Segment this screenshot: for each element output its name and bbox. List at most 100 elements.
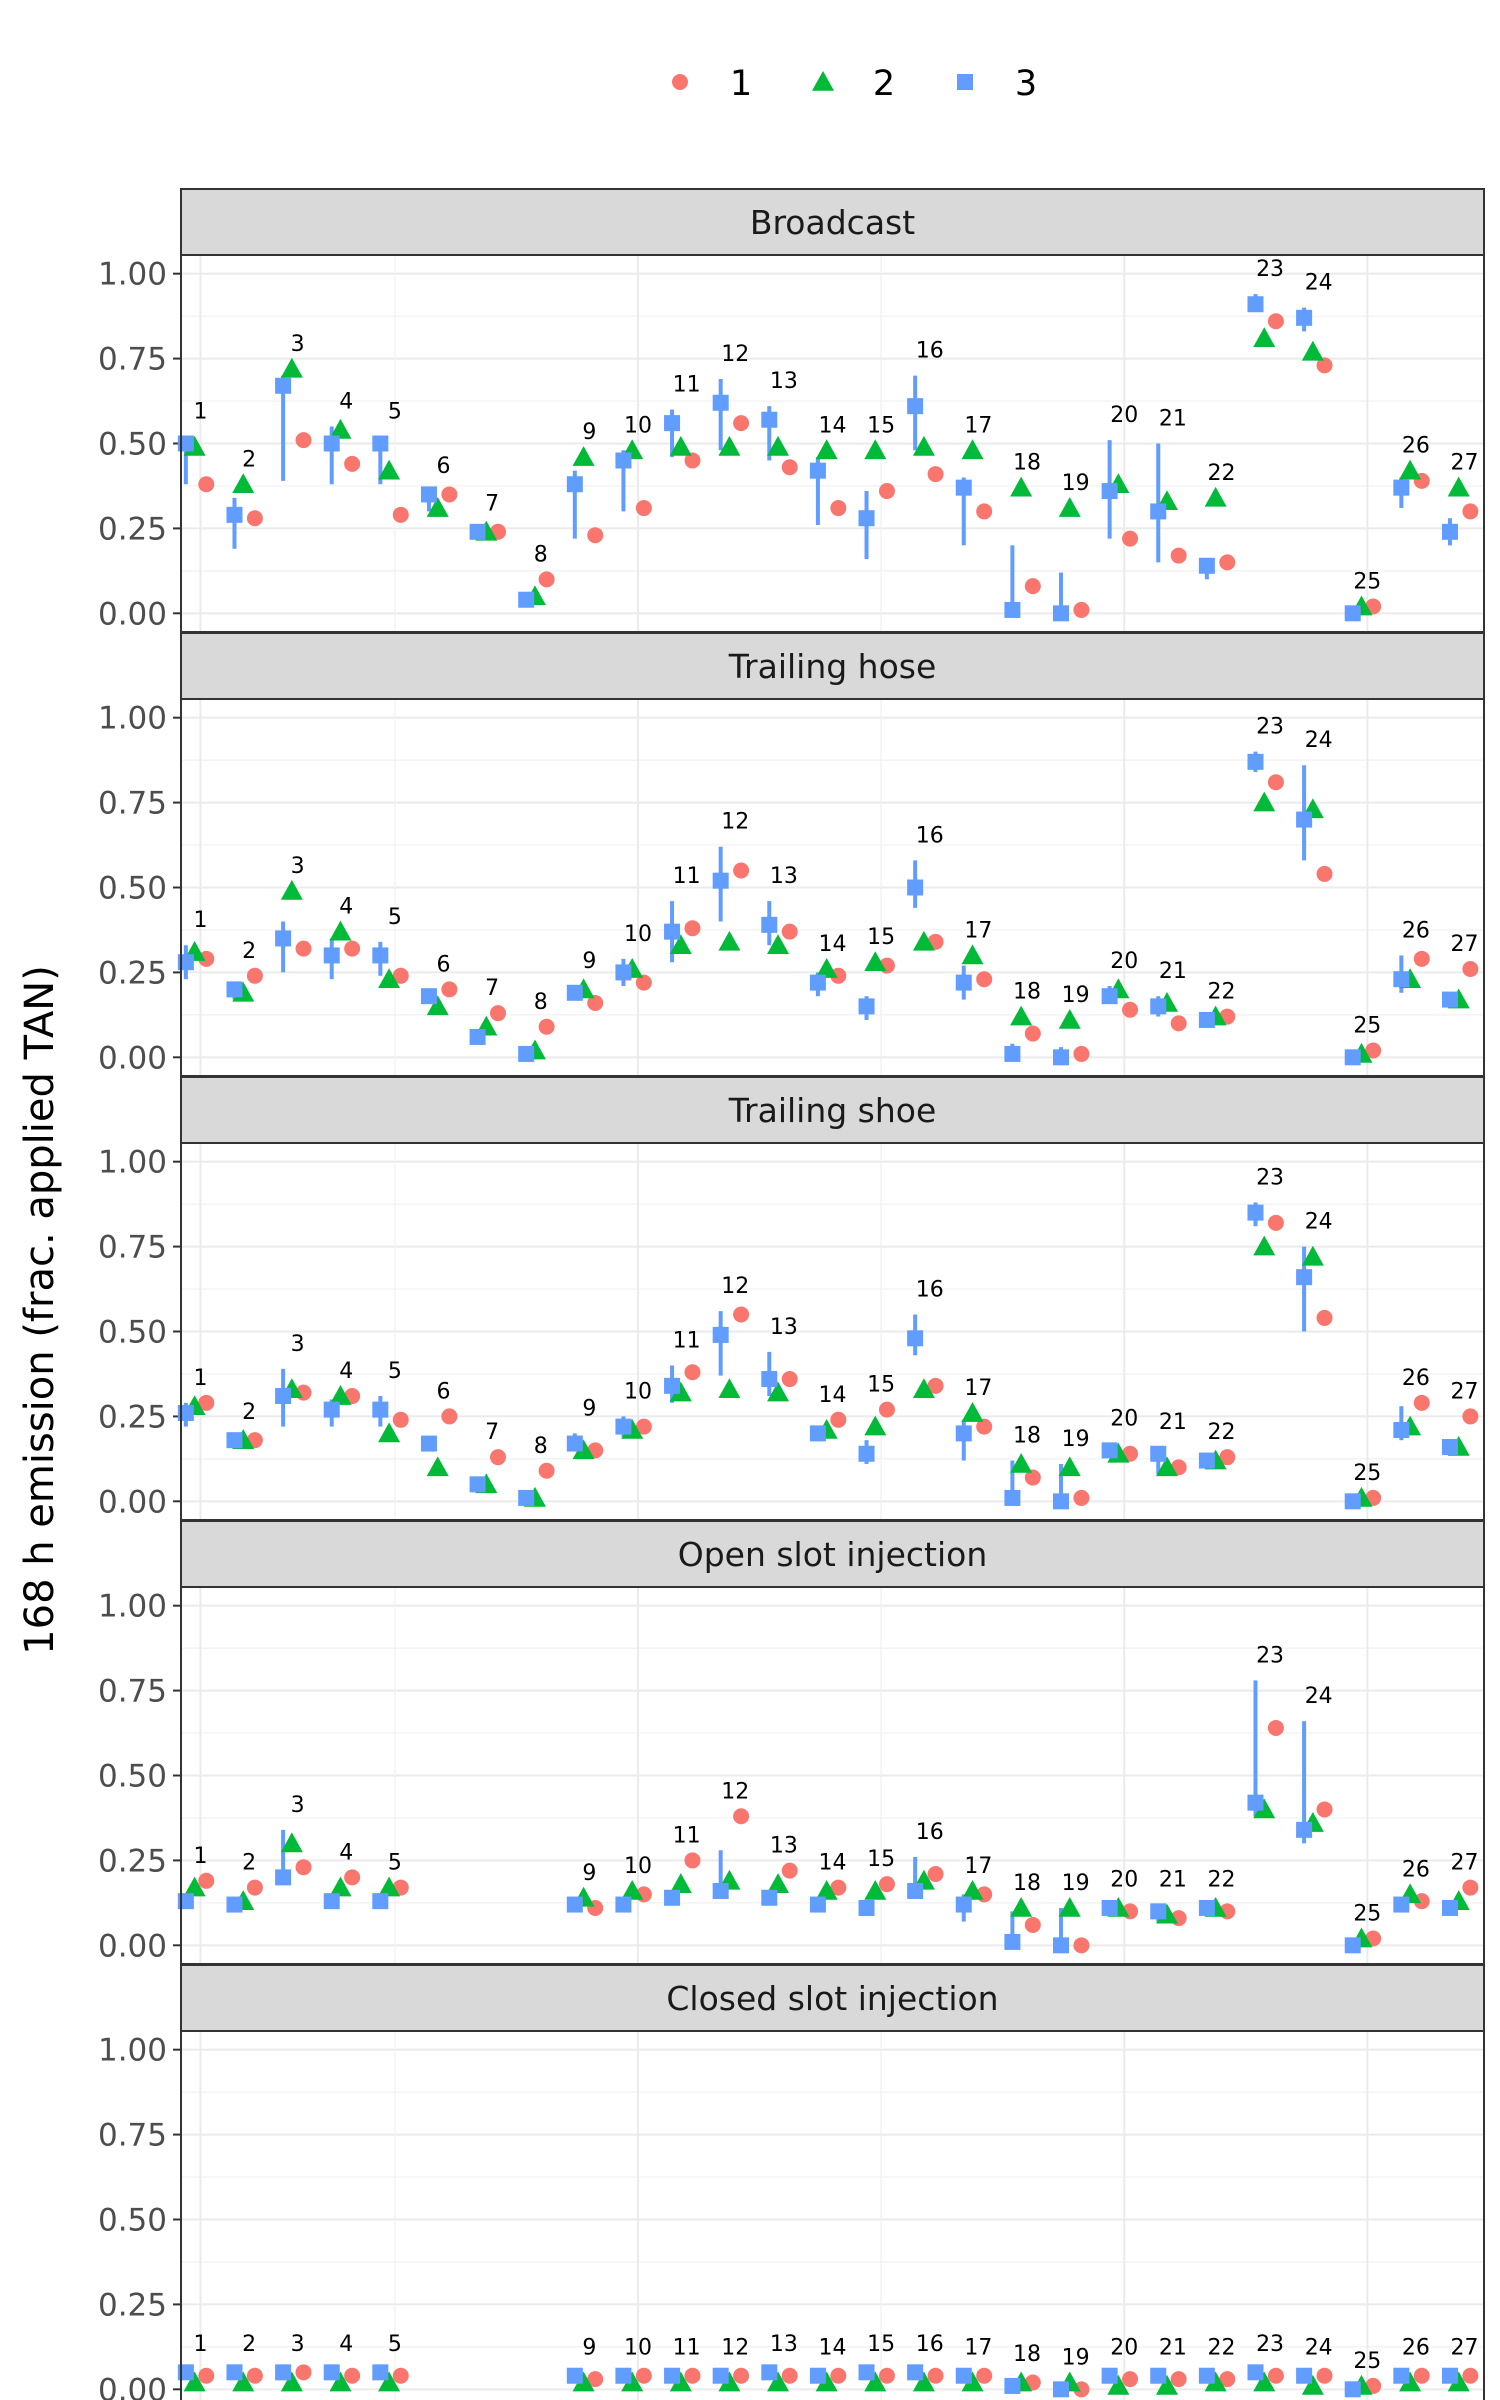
group-22: 22 [1198, 1868, 1235, 1920]
point-series-1 [1122, 2371, 1139, 2388]
data-label: 2 [242, 447, 256, 472]
point-series-2 [718, 2371, 741, 2392]
point-series-3 [1296, 2367, 1313, 2384]
point-series-1 [392, 967, 409, 984]
point-series-3 [809, 1425, 826, 1442]
data-label: 22 [1207, 1420, 1235, 1445]
group-4: 4 [323, 390, 361, 485]
point-series-3 [664, 923, 681, 940]
group-17: 17 [955, 413, 992, 546]
group-24: 24 [1296, 1210, 1333, 1332]
point-series-2 [912, 930, 935, 951]
point-series-3 [1150, 1903, 1167, 1920]
data-label: 2 [242, 1851, 256, 1876]
y-tick-label: 1.00 [98, 1145, 167, 1181]
point-series-2 [1399, 459, 1422, 480]
point-series-1 [1267, 1719, 1284, 1736]
group-25: 25 [1344, 570, 1381, 622]
panel-border [180, 2030, 1485, 2400]
y-tick-label: 0.50 [98, 2203, 167, 2239]
data-label: 1 [193, 908, 207, 933]
group-9: 9 [566, 949, 604, 1011]
legend-item-2: 2 [812, 64, 895, 104]
group-1: 1 [177, 1844, 215, 1910]
data-label: 15 [867, 2332, 895, 2357]
data-label: 10 [624, 1854, 652, 1879]
y-tick-label: 0.50 [98, 871, 167, 907]
group-8: 8 [518, 542, 555, 608]
group-15: 15 [858, 413, 895, 559]
point-series-3 [323, 2364, 340, 2381]
data-label: 14 [819, 932, 847, 957]
point-series-2 [426, 497, 449, 517]
group-6: 6 [420, 1379, 458, 1477]
y-tick-label: 0.75 [98, 342, 167, 378]
point-series-1 [1413, 1893, 1430, 1910]
point-series-3 [712, 2367, 729, 2384]
facet-title: Open slot injection [678, 1535, 988, 1574]
point-series-1 [1316, 1309, 1333, 1326]
data-label: 19 [1062, 983, 1090, 1008]
y-axis: 0.00 0.25 0.50 0.75 1.00 [98, 1145, 181, 1520]
group-27: 27 [1441, 1851, 1479, 1916]
data-label: 1 [193, 1844, 207, 1869]
point-series-1 [1073, 1045, 1090, 1062]
point-series-1 [830, 1879, 847, 1896]
point-series-3 [566, 984, 583, 1001]
y-axis-title: 168 h emission (frac. applied TAN) [17, 965, 63, 1655]
point-series-3 [1296, 1269, 1313, 1286]
point-series-2 [669, 1381, 692, 1402]
point-series-1 [1413, 2367, 1430, 2384]
point-series-1 [246, 1879, 263, 1896]
point-series-2 [718, 930, 741, 951]
point-series-2 [1107, 2374, 1130, 2395]
point-series-3 [1101, 1442, 1118, 1459]
data-label: 23 [1256, 1643, 1284, 1668]
data-label: 10 [624, 413, 652, 438]
group-19: 19 [1053, 1871, 1090, 1954]
data-label: 23 [1256, 715, 1284, 740]
data-label: 18 [1013, 1424, 1041, 1449]
group-14: 14 [809, 932, 847, 997]
point-series-3 [907, 398, 924, 415]
group-18: 18 [1004, 1871, 1041, 1950]
point-series-2 [329, 2371, 352, 2392]
point-series-2 [1447, 476, 1470, 497]
group-27: 27 [1441, 2335, 1479, 2392]
point-series-3 [615, 1418, 632, 1435]
data-label: 3 [291, 854, 305, 879]
point-series-3 [809, 974, 826, 991]
data-label: 26 [1402, 1366, 1430, 1391]
group-15: 15 [858, 1847, 895, 1916]
point-series-1 [1073, 2381, 1090, 2398]
point-series-2 [572, 1439, 595, 1460]
data-label: 5 [388, 400, 402, 425]
point-series-3 [955, 2367, 972, 2384]
point-series-3 [1004, 601, 1021, 618]
point-series-1 [344, 2367, 361, 2384]
group-21: 21 [1150, 959, 1187, 1032]
point-series-1 [878, 2367, 895, 2384]
point-series-3 [1393, 1421, 1410, 1438]
point-series-1 [1267, 774, 1284, 791]
data-label: 1 [193, 400, 207, 425]
point-series-1 [1316, 1801, 1333, 1818]
data-label: 11 [673, 2335, 701, 2360]
point-series-3 [1198, 2367, 1215, 2384]
group-15: 15 [858, 1373, 895, 1464]
point-series-2 [718, 1378, 741, 1399]
group-12: 12 [712, 1274, 749, 1399]
point-series-2 [669, 934, 692, 955]
group-26: 26 [1393, 1857, 1430, 1913]
panel-open-slot-injection: Open slot injection 0.00 0.25 0.50 0.75 1.00 1… [98, 1520, 1485, 1965]
point-series-2 [1253, 1798, 1276, 1819]
point-series-3 [1247, 753, 1264, 770]
point-series-2 [329, 1876, 352, 1897]
point-series-3 [420, 1435, 437, 1452]
data-label: 20 [1110, 1868, 1138, 1893]
data-label: 25 [1353, 1014, 1381, 1039]
facet-title: Broadcast [750, 203, 915, 242]
data-label: 12 [721, 810, 749, 835]
